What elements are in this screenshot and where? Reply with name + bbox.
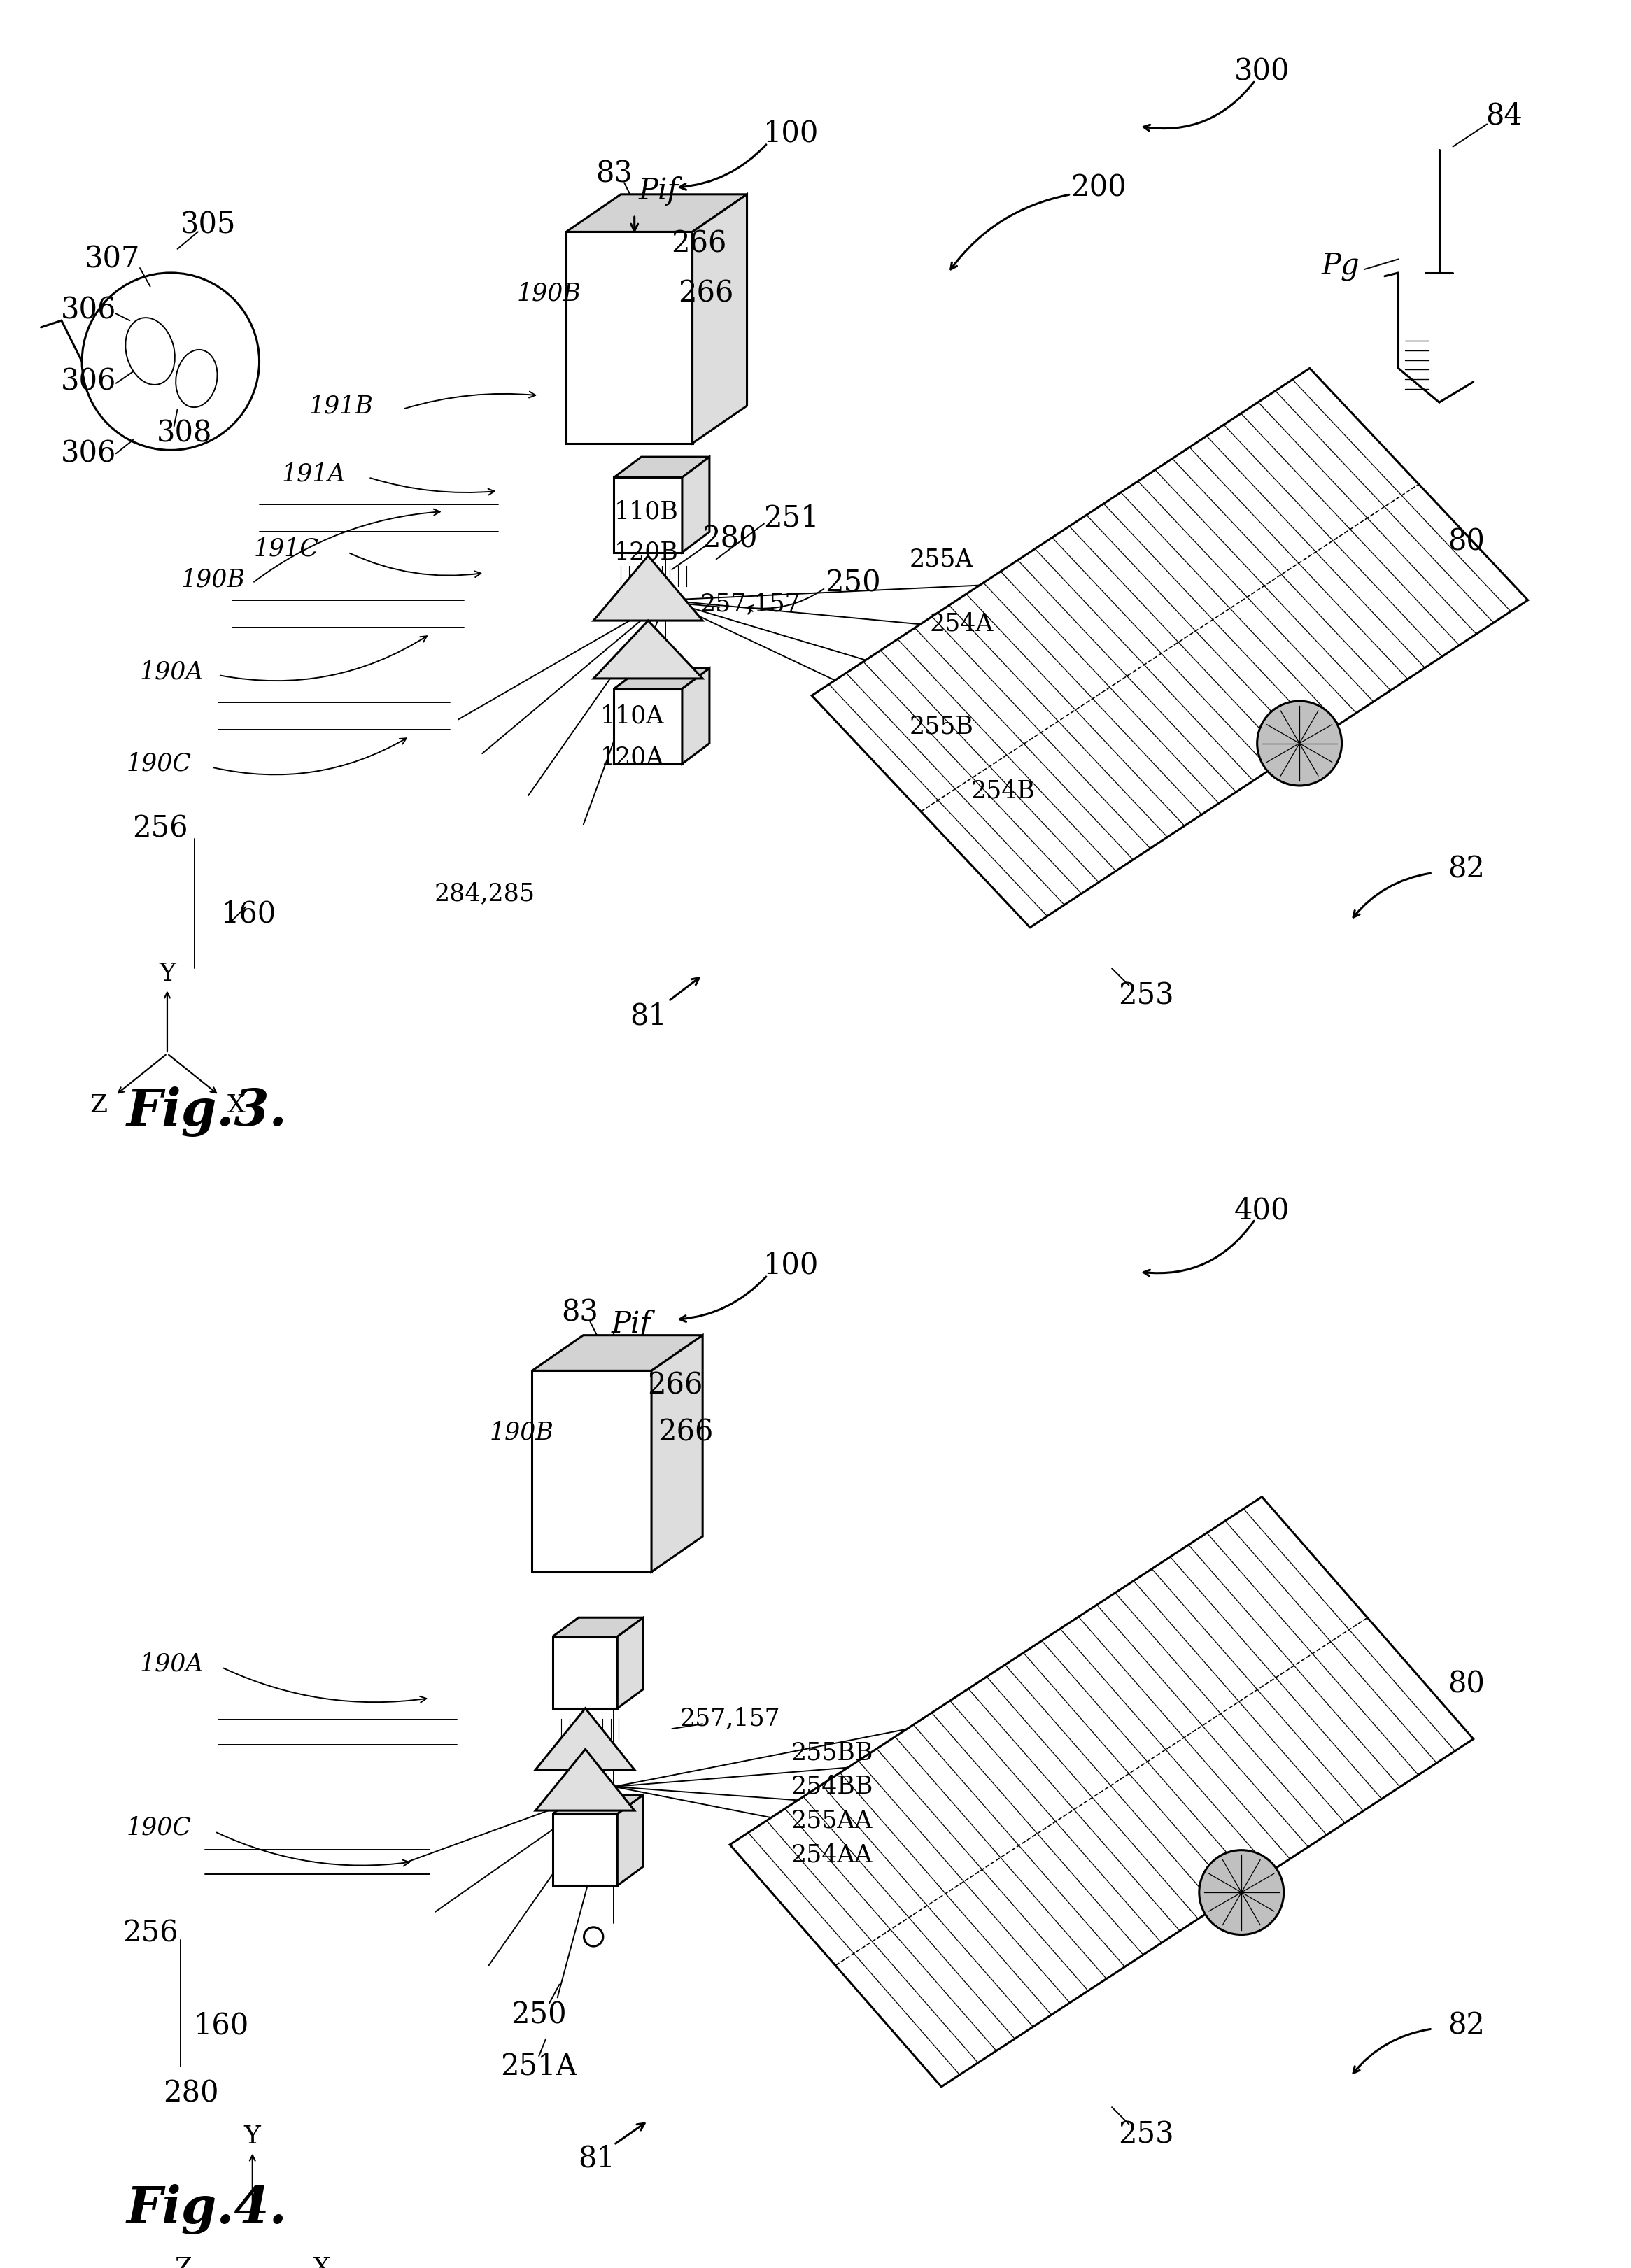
Text: 84: 84 xyxy=(1486,102,1523,132)
Text: 400: 400 xyxy=(1235,1195,1290,1225)
Polygon shape xyxy=(812,367,1528,928)
Polygon shape xyxy=(613,456,709,476)
Polygon shape xyxy=(682,669,709,764)
Text: 190C: 190C xyxy=(126,1817,191,1839)
Polygon shape xyxy=(566,195,747,231)
Text: 280: 280 xyxy=(701,524,758,553)
Text: 82: 82 xyxy=(1448,2012,1486,2039)
Text: Fig.4.: Fig.4. xyxy=(126,2184,287,2234)
Text: 160: 160 xyxy=(222,898,277,928)
Text: Pif: Pif xyxy=(612,1309,651,1338)
Text: 190C: 190C xyxy=(126,753,191,776)
Text: 80: 80 xyxy=(1448,1669,1486,1699)
Text: 254A: 254A xyxy=(930,612,993,635)
Text: 100: 100 xyxy=(763,118,819,147)
Text: 257,157: 257,157 xyxy=(680,1706,780,1730)
Polygon shape xyxy=(731,1497,1473,2087)
Polygon shape xyxy=(535,1708,634,1769)
Text: 120A: 120A xyxy=(600,746,664,769)
Text: 190B: 190B xyxy=(517,281,581,306)
Text: 306: 306 xyxy=(60,438,116,467)
Text: X: X xyxy=(227,1093,245,1118)
Text: 251: 251 xyxy=(763,503,819,533)
Text: 300: 300 xyxy=(1235,57,1290,86)
Text: 256: 256 xyxy=(122,1919,178,1948)
Text: 306: 306 xyxy=(60,367,116,397)
Text: 191B: 191B xyxy=(308,395,373,417)
Text: Y: Y xyxy=(158,962,176,987)
Text: 255B: 255B xyxy=(908,714,974,737)
Text: X: X xyxy=(312,2257,331,2268)
Text: 200: 200 xyxy=(1070,172,1125,202)
Text: 190A: 190A xyxy=(140,660,204,683)
Polygon shape xyxy=(594,621,703,678)
Text: 255AA: 255AA xyxy=(791,1810,873,1833)
Circle shape xyxy=(1199,1851,1284,1935)
Polygon shape xyxy=(535,1749,634,1810)
Polygon shape xyxy=(618,1617,643,1708)
Text: 100: 100 xyxy=(763,1250,819,1279)
Text: 191A: 191A xyxy=(282,463,346,485)
Text: 254AA: 254AA xyxy=(791,1844,873,1867)
Polygon shape xyxy=(693,195,747,442)
Text: 266: 266 xyxy=(657,1418,713,1447)
Text: 254B: 254B xyxy=(970,780,1036,803)
Text: 255BB: 255BB xyxy=(791,1742,874,1765)
Text: 251A: 251A xyxy=(501,2053,577,2082)
Text: 191C: 191C xyxy=(254,538,320,560)
Text: Y: Y xyxy=(245,2125,261,2148)
Text: 266: 266 xyxy=(672,229,727,259)
Polygon shape xyxy=(532,1336,703,1370)
Text: 110A: 110A xyxy=(600,703,664,728)
Polygon shape xyxy=(532,1370,651,1572)
Text: 80: 80 xyxy=(1448,528,1486,558)
Circle shape xyxy=(1258,701,1342,785)
Polygon shape xyxy=(594,556,703,621)
Text: 190B: 190B xyxy=(489,1420,555,1445)
Text: 307: 307 xyxy=(85,245,140,274)
Polygon shape xyxy=(553,1794,643,1814)
Text: 308: 308 xyxy=(157,417,212,447)
Text: 81: 81 xyxy=(630,1002,667,1030)
Text: 253: 253 xyxy=(1119,982,1174,1009)
Circle shape xyxy=(584,1928,603,1946)
Text: 255A: 255A xyxy=(910,547,974,572)
Text: 284,285: 284,285 xyxy=(434,882,535,905)
Text: 250: 250 xyxy=(511,2000,568,2030)
Text: 82: 82 xyxy=(1448,855,1486,885)
Text: 254BB: 254BB xyxy=(791,1776,874,1799)
Polygon shape xyxy=(613,476,682,553)
Polygon shape xyxy=(682,456,709,553)
Polygon shape xyxy=(553,1617,643,1637)
Polygon shape xyxy=(553,1637,618,1708)
Text: 190B: 190B xyxy=(181,567,245,592)
Text: Z: Z xyxy=(175,2257,192,2268)
Text: 306: 306 xyxy=(60,295,116,324)
Text: 120B: 120B xyxy=(613,540,678,565)
Polygon shape xyxy=(618,1794,643,1885)
Text: 190A: 190A xyxy=(140,1651,204,1676)
Text: 250: 250 xyxy=(825,569,881,599)
Text: 280: 280 xyxy=(163,2080,219,2109)
Text: 305: 305 xyxy=(181,211,236,240)
Text: 83: 83 xyxy=(595,159,633,188)
Text: Z: Z xyxy=(90,1093,108,1118)
Text: 266: 266 xyxy=(678,279,734,308)
Text: 160: 160 xyxy=(194,2012,250,2039)
Text: 110B: 110B xyxy=(613,499,678,524)
Text: 257,157: 257,157 xyxy=(700,592,801,615)
Polygon shape xyxy=(613,689,682,764)
Text: 83: 83 xyxy=(561,1297,599,1327)
Polygon shape xyxy=(553,1814,618,1885)
Polygon shape xyxy=(613,669,709,689)
Text: Fig.3.: Fig.3. xyxy=(126,1086,287,1136)
Text: Pif: Pif xyxy=(638,177,678,206)
Text: 81: 81 xyxy=(579,2143,615,2173)
Text: 253: 253 xyxy=(1119,2121,1174,2150)
Text: Pg: Pg xyxy=(1321,252,1360,281)
Polygon shape xyxy=(651,1336,703,1572)
Polygon shape xyxy=(566,231,693,442)
Text: 256: 256 xyxy=(132,814,188,844)
Text: 266: 266 xyxy=(648,1372,703,1399)
